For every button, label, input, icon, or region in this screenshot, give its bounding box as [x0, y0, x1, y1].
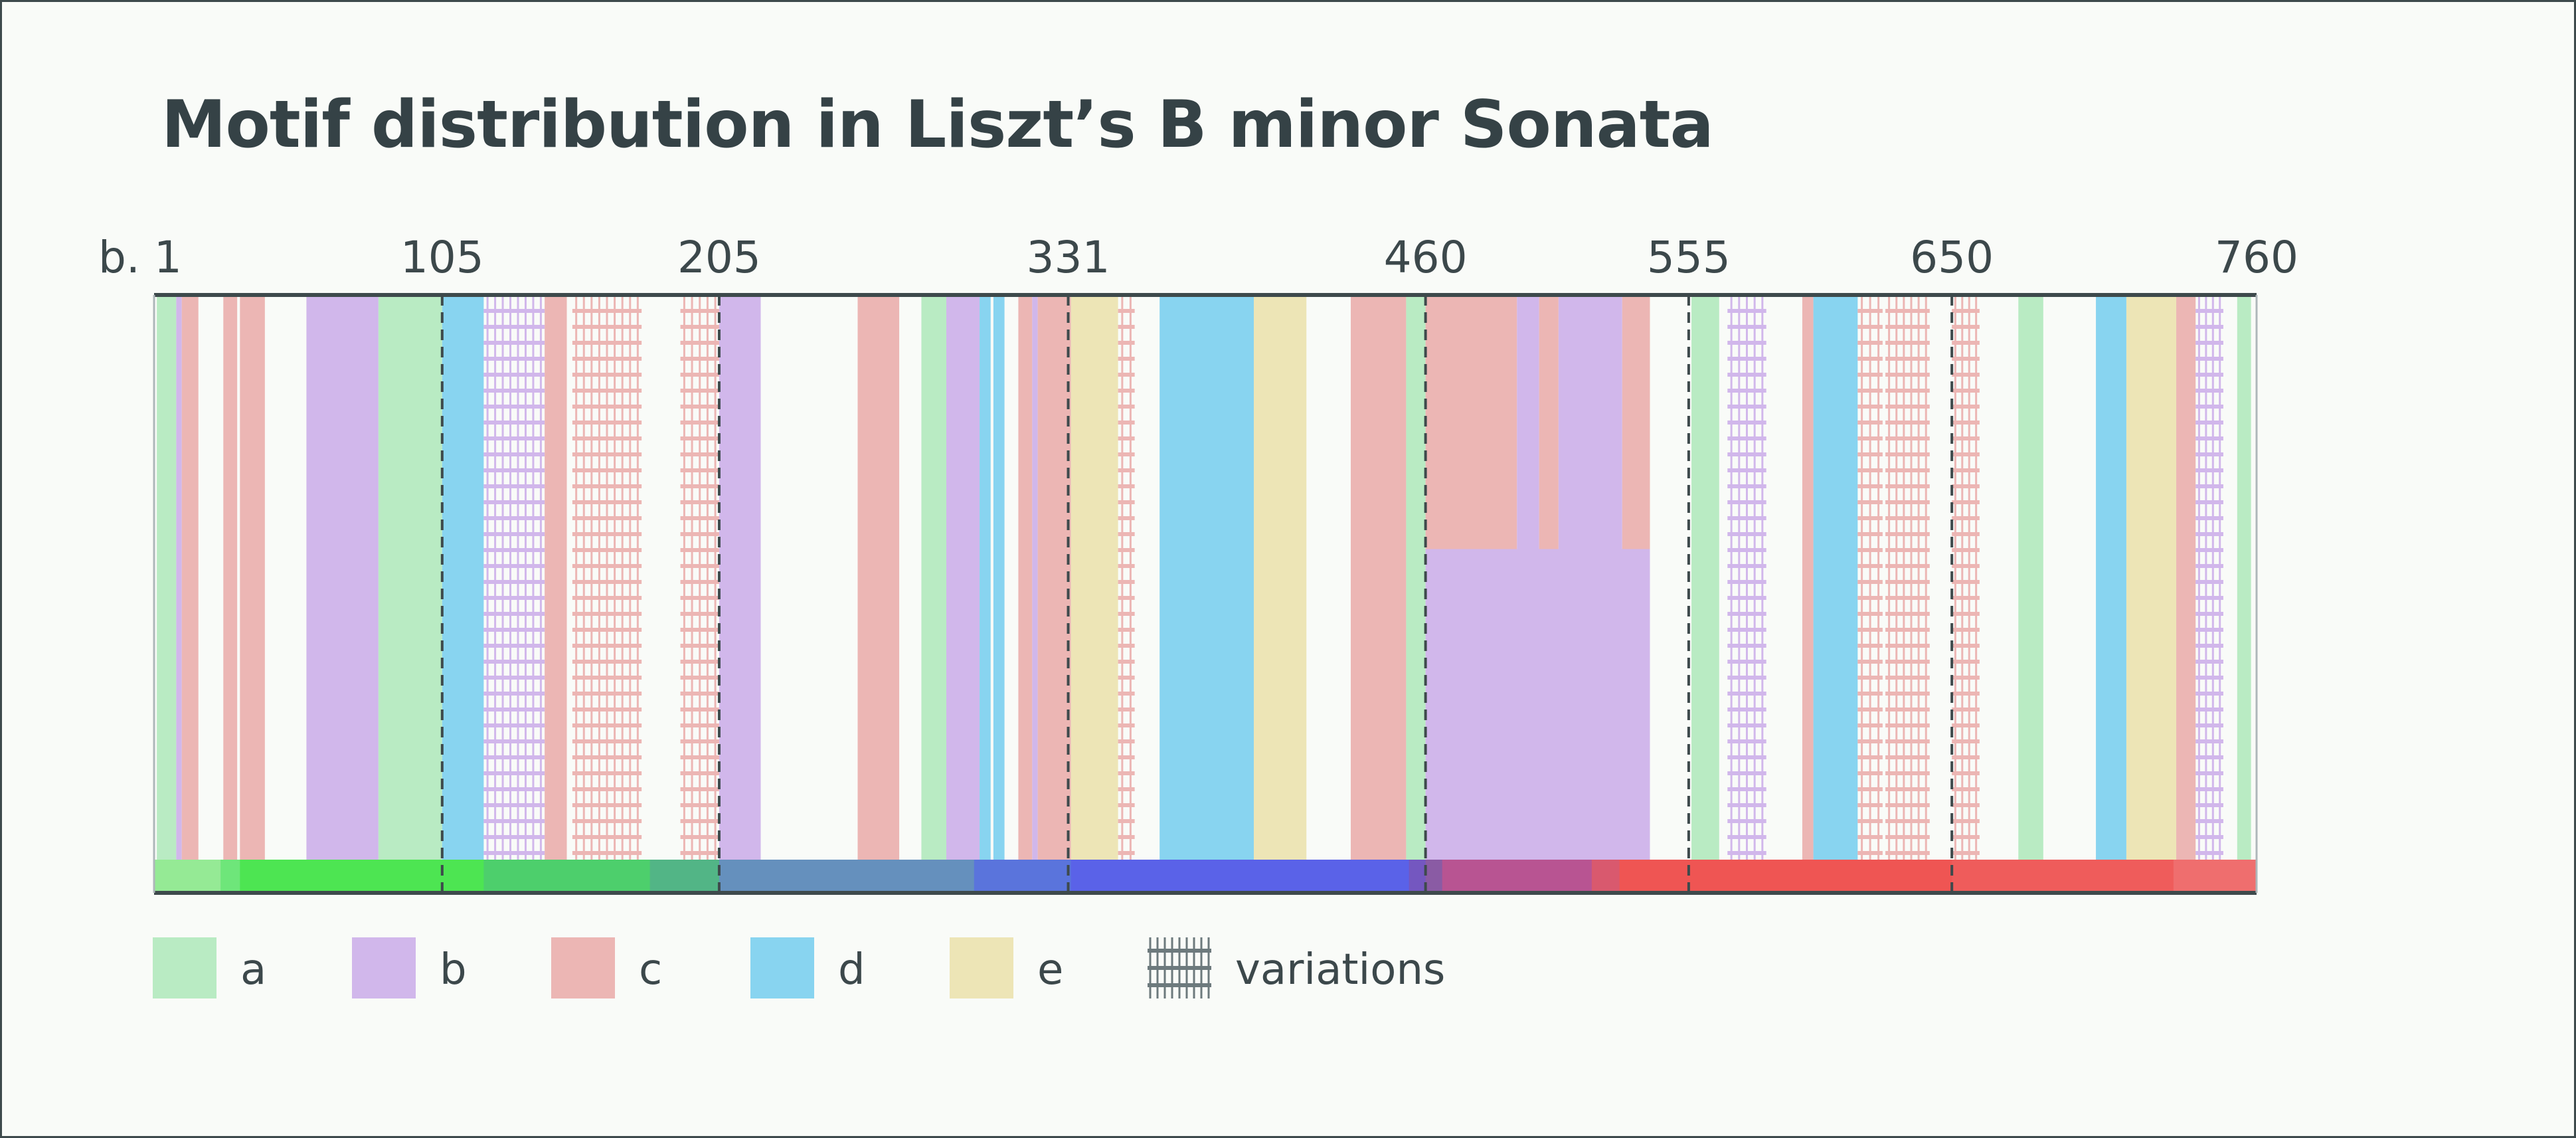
segment-c	[1425, 295, 1517, 549]
segment-b	[719, 295, 761, 860]
segment-d	[2096, 295, 2126, 860]
segment-a	[921, 295, 946, 860]
legend-item-e: e	[950, 937, 1063, 998]
segment-b	[306, 295, 379, 860]
tick-label: 331	[1027, 232, 1110, 283]
segment-b-variation	[2195, 295, 2223, 860]
key-band	[154, 860, 221, 893]
key-band	[483, 860, 651, 893]
segment-b	[1032, 295, 1038, 860]
legend-item-b: b	[352, 937, 467, 998]
segment-c	[240, 295, 265, 860]
segment-b-variation	[483, 295, 545, 860]
legend-swatch	[750, 937, 814, 998]
key-band	[1425, 860, 1443, 893]
segment-c	[1037, 295, 1071, 860]
segment-a	[157, 295, 177, 860]
segment-c-variation	[1118, 295, 1135, 860]
segment-c	[857, 295, 900, 860]
legend-label: variations	[1235, 945, 1445, 995]
legend-item-variations: variations	[1148, 937, 1445, 998]
key-band	[719, 860, 975, 893]
segment-c	[1018, 295, 1033, 860]
segment-e	[1253, 295, 1307, 860]
key-band	[1409, 860, 1426, 893]
segment-b-variation	[1727, 295, 1766, 860]
legend-item-a: a	[153, 937, 266, 998]
tick-label: 105	[400, 232, 484, 283]
key-band	[1952, 860, 2174, 893]
legend-label: a	[240, 945, 266, 995]
segment-c	[1802, 295, 1814, 860]
segment-b	[1425, 549, 1650, 860]
key-band	[1442, 860, 1592, 893]
variations-icon	[1148, 937, 1211, 998]
legend-label: e	[1037, 945, 1063, 995]
legend-label: b	[440, 945, 467, 995]
segment-a	[1406, 295, 1426, 860]
segment-e	[2126, 295, 2177, 860]
legend-label: d	[838, 945, 865, 995]
tick-label: 555	[1647, 232, 1731, 283]
segment-c	[1539, 295, 1559, 549]
segment-c-variation	[1885, 295, 1930, 860]
tick-label: b. 1	[98, 232, 182, 283]
segment-c	[2176, 295, 2196, 860]
legend-swatch	[153, 937, 216, 998]
segment-d	[442, 295, 484, 860]
key-band	[1619, 860, 1952, 893]
segment-c-variation	[572, 295, 642, 860]
segment-a	[378, 295, 442, 860]
legend-label: c	[639, 945, 662, 995]
legend-item-c: c	[551, 937, 662, 998]
chart-title: Motif distribution in Liszt’s B minor So…	[161, 87, 1714, 163]
segment-a	[2237, 295, 2251, 860]
key-band	[974, 860, 1072, 893]
segment-c	[1622, 295, 1650, 549]
segment-b	[176, 295, 182, 860]
legend-swatch	[352, 937, 416, 998]
segment-d	[1813, 295, 1858, 860]
segment-c	[223, 295, 238, 860]
key-band	[240, 860, 484, 893]
legend-swatch	[950, 937, 1013, 998]
segment-e	[1071, 295, 1118, 860]
segment-c-variation	[680, 295, 719, 860]
segment-c	[1350, 295, 1407, 860]
segment-a	[1691, 295, 1719, 860]
key-band	[1071, 860, 1410, 893]
legend-item-d: d	[750, 937, 865, 998]
key-band	[2173, 860, 2257, 893]
tick-label: 650	[1910, 232, 1994, 283]
tick-label: 205	[677, 232, 761, 283]
segment-c-variation	[1952, 295, 1980, 860]
key-band	[649, 860, 720, 893]
key-band	[220, 860, 240, 893]
segment-c	[181, 295, 199, 860]
segment-d	[980, 295, 991, 860]
segment-c-variation	[1857, 295, 1883, 860]
segment-b	[946, 295, 980, 860]
tick-label: 460	[1384, 232, 1468, 283]
segment-b	[1558, 295, 1622, 549]
segment-b	[1517, 295, 1539, 549]
segment-c	[545, 295, 567, 860]
segment-d	[1159, 295, 1254, 860]
legend-swatch	[551, 937, 615, 998]
tick-label: 760	[2215, 232, 2298, 283]
key-band	[1591, 860, 1620, 893]
segment-a	[2018, 295, 2043, 860]
segment-d	[993, 295, 1005, 860]
